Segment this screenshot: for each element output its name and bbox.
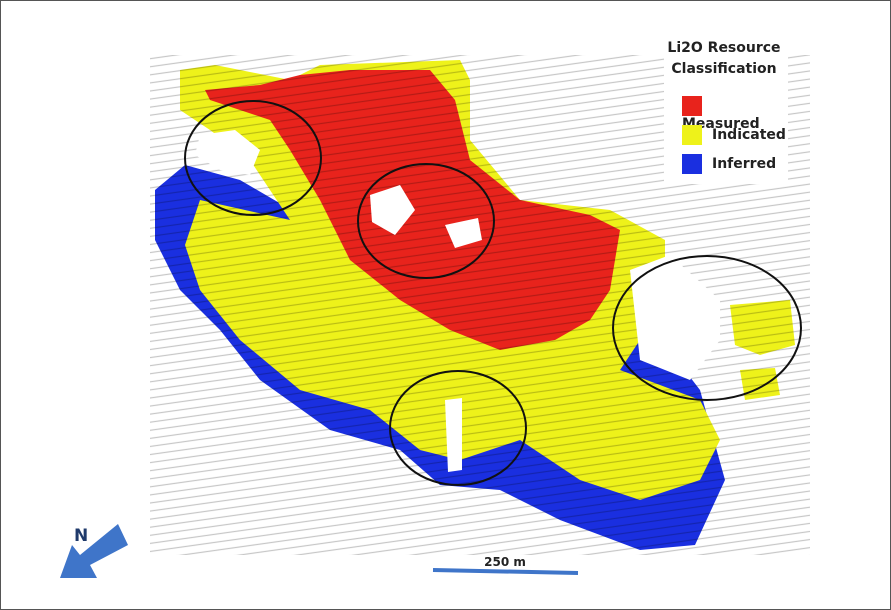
north-arrow <box>60 524 128 578</box>
north-label: N <box>74 526 88 546</box>
legend-title: Li2O Resource Classification <box>667 40 781 77</box>
gap <box>195 130 260 175</box>
highlight-circle <box>612 255 802 401</box>
gap <box>445 398 462 472</box>
legend-label: Inferred <box>712 156 777 172</box>
legend-item: Indicated <box>682 125 786 145</box>
highlight-circle <box>389 370 527 486</box>
gap <box>370 185 415 235</box>
legend-item: Measured <box>682 96 788 132</box>
legend-item: Inferred <box>682 154 776 174</box>
legend: Li2O Resource Classification Measured Ind… <box>664 38 788 184</box>
scale-label: 250 m <box>484 555 526 569</box>
legend-swatch <box>682 125 702 145</box>
scale-bar <box>432 568 579 575</box>
highlight-circle <box>184 100 322 216</box>
gap <box>630 255 720 380</box>
gap <box>445 218 482 248</box>
legend-swatch <box>682 154 702 174</box>
highlight-circle <box>357 163 495 279</box>
highlight-circles <box>184 100 802 486</box>
legend-label: Indicated <box>712 127 786 143</box>
legend-swatch <box>682 96 702 116</box>
